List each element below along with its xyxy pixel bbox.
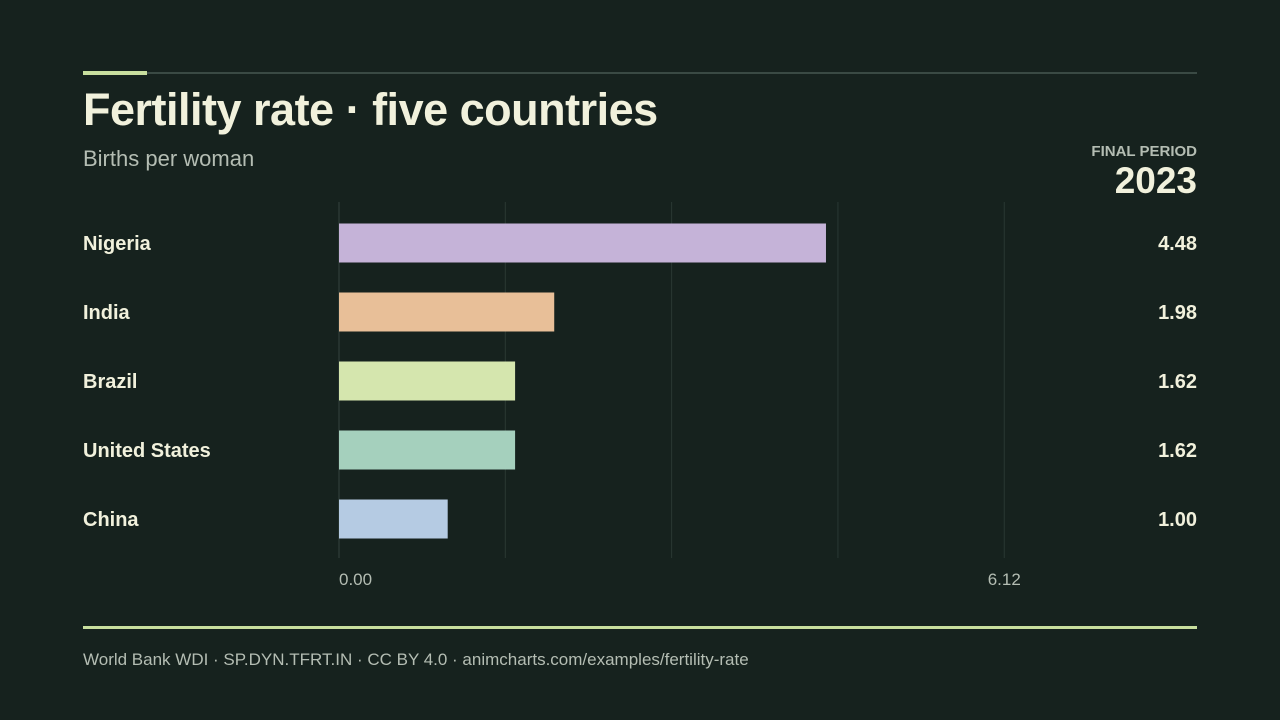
x-tick-label: 6.12 bbox=[988, 570, 1021, 589]
value-label: 4.48 bbox=[1158, 233, 1197, 255]
x-tick-label: 0.00 bbox=[339, 570, 372, 589]
value-label: 1.62 bbox=[1158, 371, 1197, 393]
bottom-rule bbox=[83, 626, 1197, 629]
value-label: 1.00 bbox=[1158, 509, 1197, 531]
category-label: China bbox=[83, 509, 139, 531]
category-label: India bbox=[83, 302, 131, 324]
top-accent-bar bbox=[83, 71, 147, 75]
chart-title: Fertility rate · five countries bbox=[83, 84, 658, 135]
bar bbox=[339, 361, 516, 401]
category-label: Brazil bbox=[83, 371, 137, 393]
category-label: Nigeria bbox=[83, 233, 152, 255]
chart-subtitle: Births per woman bbox=[83, 146, 255, 171]
bar bbox=[339, 430, 516, 470]
period-label: FINAL PERIOD bbox=[1091, 143, 1197, 160]
bar bbox=[339, 499, 448, 539]
bar bbox=[339, 223, 826, 263]
source-footer: World Bank WDI · SP.DYN.TFRT.IN · CC BY … bbox=[83, 650, 749, 669]
category-label: United States bbox=[83, 440, 211, 462]
value-label: 1.62 bbox=[1158, 440, 1197, 462]
value-label: 1.98 bbox=[1158, 302, 1197, 324]
period-value: 2023 bbox=[1114, 160, 1197, 201]
top-rule bbox=[83, 72, 1197, 74]
bar bbox=[339, 292, 555, 332]
